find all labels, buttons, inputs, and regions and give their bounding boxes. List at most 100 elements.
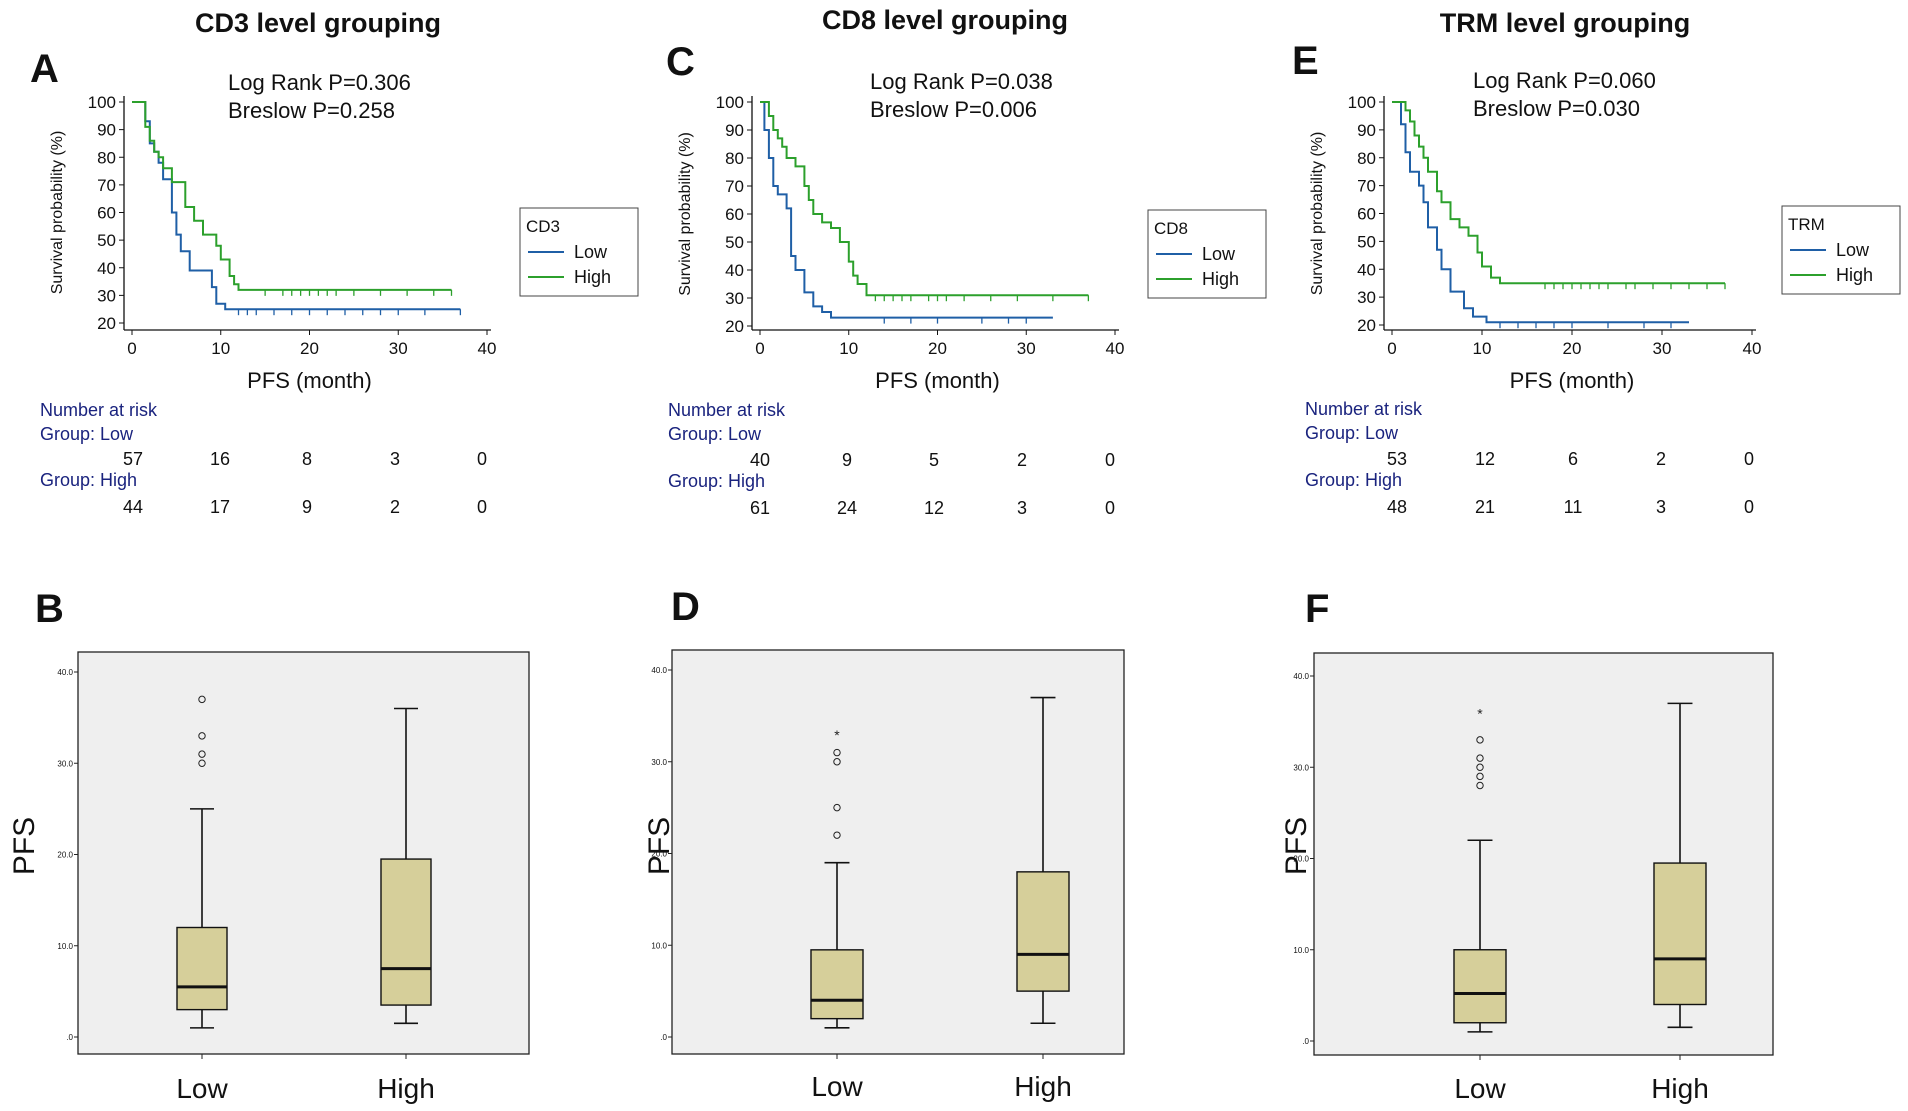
legend-title: TRM bbox=[1788, 215, 1825, 234]
y-tick-label: 60 bbox=[725, 205, 744, 224]
risk-table-header: Number at risk bbox=[668, 400, 786, 420]
chart-title: CD3 level grouping bbox=[195, 8, 441, 38]
legend-label: Low bbox=[1202, 244, 1236, 264]
y-tick-label: 30 bbox=[1357, 288, 1376, 307]
risk-count: 0 bbox=[477, 497, 487, 517]
y-tick-label: 20 bbox=[1357, 316, 1376, 335]
x-tick-label: 30 bbox=[1653, 339, 1672, 358]
panel-letter: B bbox=[35, 587, 64, 631]
y-tick-label: 40 bbox=[1357, 260, 1376, 279]
outlier-point bbox=[198, 750, 206, 758]
y-tick-label: 70 bbox=[1357, 177, 1376, 196]
category-label: High bbox=[1651, 1073, 1709, 1104]
survival-curve-low bbox=[1392, 101, 1689, 324]
risk-count: 2 bbox=[390, 497, 400, 517]
y-tick-label: 100 bbox=[88, 93, 116, 112]
panel-B: B .0 10.0 20.0 30.0 40.0 PFS Low High bbox=[8, 587, 530, 1104]
risk-count: 0 bbox=[1744, 497, 1754, 517]
box-high bbox=[380, 707, 432, 1025]
x-axis-label: PFS (month) bbox=[247, 368, 372, 393]
y-tick-label: .0 bbox=[66, 1033, 73, 1042]
stat-text: Log Rank P=0.060 bbox=[1473, 68, 1656, 93]
panel-letter: E bbox=[1292, 39, 1319, 83]
legend: TRM Low High bbox=[1781, 205, 1901, 295]
panel-D: D .0 10.0 20.0 30.0 40.0 PFS Low High * bbox=[643, 585, 1125, 1102]
iqr-box bbox=[1653, 862, 1707, 1006]
survival-curve-high bbox=[760, 101, 1089, 297]
y-tick-label: 90 bbox=[97, 121, 116, 140]
x-tick-label: 10 bbox=[1473, 339, 1492, 358]
x-tick-label: 0 bbox=[755, 339, 764, 358]
x-tick-label: 40 bbox=[1106, 339, 1125, 358]
risk-count: 16 bbox=[210, 449, 230, 469]
stat-text: Breslow P=0.258 bbox=[228, 98, 395, 123]
y-axis-label: PFS bbox=[8, 817, 41, 875]
risk-table-header: Number at risk bbox=[1305, 399, 1423, 419]
risk-group-label: Group: Low bbox=[668, 424, 762, 444]
outlier-point bbox=[1476, 736, 1484, 744]
x-tick-label: 40 bbox=[478, 339, 497, 358]
legend: CD3 Low High bbox=[519, 207, 639, 297]
box-high bbox=[1016, 696, 1070, 1025]
risk-count: 9 bbox=[842, 450, 852, 470]
box-low: * bbox=[810, 727, 864, 1029]
panel-F: F .0 10.0 20.0 30.0 40.0 PFS Low High * bbox=[1280, 587, 1774, 1104]
y-tick-label: 20 bbox=[725, 317, 744, 336]
risk-count: 8 bbox=[302, 449, 312, 469]
y-tick-label: 80 bbox=[1357, 149, 1376, 168]
survival-curve-high bbox=[132, 101, 452, 291]
outlier-point bbox=[1476, 763, 1484, 771]
panel-letter: D bbox=[671, 585, 700, 629]
plot-area bbox=[77, 651, 530, 1055]
risk-count: 24 bbox=[837, 498, 857, 518]
chart-title: TRM level grouping bbox=[1440, 8, 1691, 38]
y-tick-label: 40 bbox=[97, 259, 116, 278]
risk-count: 3 bbox=[1656, 497, 1666, 517]
panel-letter: C bbox=[666, 40, 695, 84]
y-tick-label: 30 bbox=[725, 289, 744, 308]
risk-count: 0 bbox=[1105, 450, 1115, 470]
legend: CD8 Low High bbox=[1147, 209, 1267, 299]
risk-count: 11 bbox=[1564, 497, 1583, 517]
risk-table-header: Number at risk bbox=[40, 400, 158, 420]
risk-group-label: Group: High bbox=[1305, 470, 1402, 490]
x-tick-label: 40 bbox=[1743, 339, 1762, 358]
iqr-box bbox=[176, 926, 228, 1011]
risk-count: 44 bbox=[123, 497, 143, 517]
plot-area bbox=[671, 649, 1125, 1055]
panel-letter: A bbox=[30, 47, 59, 91]
risk-group-label: Group: High bbox=[668, 471, 765, 491]
y-tick-label: 70 bbox=[725, 177, 744, 196]
y-tick-label: 30.0 bbox=[57, 759, 73, 768]
y-tick-label: 80 bbox=[725, 149, 744, 168]
y-tick-label: 50 bbox=[1357, 232, 1376, 251]
category-label: Low bbox=[811, 1071, 863, 1102]
x-tick-label: 20 bbox=[300, 339, 319, 358]
outlier-point bbox=[833, 748, 841, 757]
y-tick-label: 20.0 bbox=[651, 850, 667, 859]
y-tick-label: 20.0 bbox=[1293, 855, 1309, 864]
y-tick-label: 70 bbox=[97, 176, 116, 195]
risk-count: 2 bbox=[1656, 449, 1666, 469]
y-tick-label: 40.0 bbox=[57, 668, 73, 677]
y-tick-label: .0 bbox=[1302, 1037, 1309, 1046]
y-tick-label: 100 bbox=[1348, 93, 1376, 112]
risk-count: 17 bbox=[210, 497, 230, 517]
legend-title: CD3 bbox=[526, 217, 560, 236]
risk-count: 53 bbox=[1387, 449, 1407, 469]
y-tick-label: 50 bbox=[97, 231, 116, 250]
box-high bbox=[1653, 702, 1707, 1029]
risk-count: 0 bbox=[477, 449, 487, 469]
y-axis-label: PFS bbox=[1280, 817, 1313, 875]
y-axis-label: Survival probability (%) bbox=[677, 132, 694, 296]
x-tick-label: 10 bbox=[839, 339, 858, 358]
legend-label: Low bbox=[1836, 240, 1870, 260]
outlier-point bbox=[1476, 781, 1484, 790]
risk-count: 5 bbox=[929, 450, 939, 470]
y-tick-label: 80 bbox=[97, 148, 116, 167]
risk-count: 0 bbox=[1744, 449, 1754, 469]
stat-text: Breslow P=0.006 bbox=[870, 97, 1037, 122]
risk-group-label: Group: High bbox=[40, 470, 137, 490]
